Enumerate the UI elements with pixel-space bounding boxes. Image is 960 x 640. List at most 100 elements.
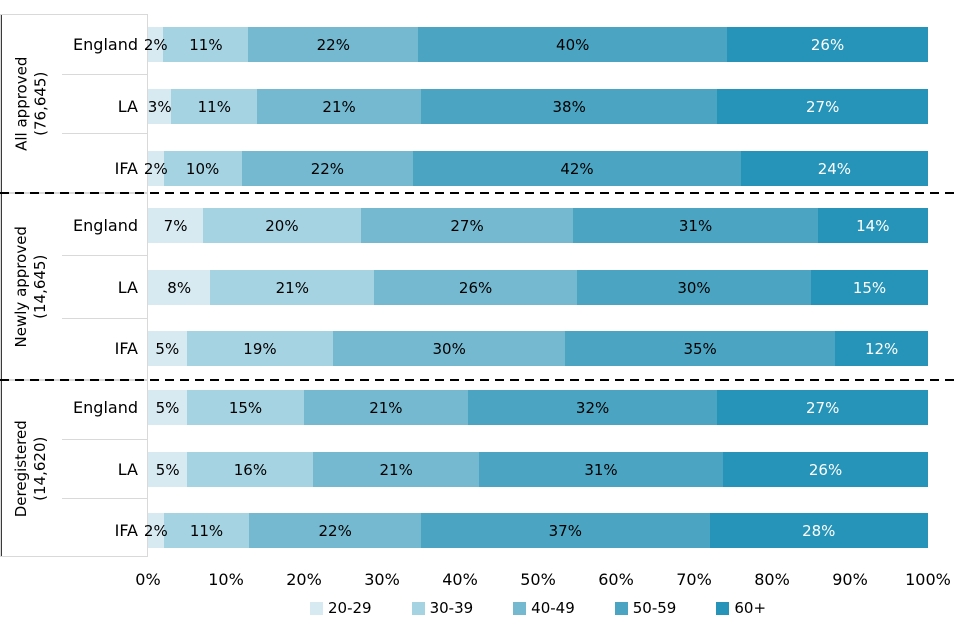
row-label: LA bbox=[117, 459, 138, 479]
legend-swatch-40-49 bbox=[513, 601, 527, 615]
legend-item: 60+ bbox=[716, 599, 766, 617]
bar-segment-50-59: 30% bbox=[576, 270, 811, 305]
bar: 2% 10% 22% 42% 24% bbox=[144, 151, 928, 186]
bar-segment-20-29: 3% bbox=[147, 89, 172, 124]
bar-segment-30-39: 20% bbox=[203, 208, 361, 243]
x-tick-label: 40% bbox=[442, 570, 478, 589]
legend-swatch-20-29 bbox=[309, 601, 323, 615]
bar-value-label: 11% bbox=[197, 97, 231, 116]
group-divider-dashed bbox=[0, 192, 960, 194]
legend-item: 20-29 bbox=[309, 599, 372, 617]
bar: 2% 11% 22% 37% 28% bbox=[144, 513, 928, 548]
bar: 3% 11% 21% 38% 27% bbox=[148, 89, 928, 124]
bar-segment-40-49: 22% bbox=[249, 513, 421, 548]
bar-segment-50-59: 31% bbox=[478, 452, 724, 487]
bar-segment-60+: 26% bbox=[727, 27, 928, 62]
bar-value-label: 15% bbox=[228, 398, 263, 417]
bar-value-label: 14% bbox=[856, 216, 890, 235]
bar-value-label: 5% bbox=[155, 460, 180, 479]
row-label: England bbox=[73, 215, 138, 235]
bar: 5% 19% 30% 35% 12% bbox=[148, 331, 928, 366]
bar-value-label: 26% bbox=[810, 35, 845, 54]
bar-value-label: 21% bbox=[369, 398, 403, 417]
row-label: IFA bbox=[114, 520, 138, 540]
bar-value-label: 7% bbox=[163, 216, 188, 235]
bar-value-label: 32% bbox=[575, 398, 610, 417]
category-cell-separator bbox=[62, 255, 148, 257]
category-cell-separator bbox=[62, 73, 148, 75]
legend-label: 60+ bbox=[734, 599, 767, 617]
bar-value-label: 22% bbox=[316, 35, 350, 54]
bar: 7% 20% 27% 31% 14% bbox=[148, 208, 928, 243]
bar-segment-60+: 12% bbox=[835, 331, 928, 366]
bar-value-label: 3% bbox=[147, 97, 172, 116]
legend-swatch-60+ bbox=[716, 601, 730, 615]
category-cell-separator bbox=[62, 133, 148, 135]
bar-value-label: 19% bbox=[243, 339, 277, 358]
legend-item: 40-49 bbox=[513, 599, 575, 617]
bar-segment-50-59: 32% bbox=[467, 390, 718, 425]
bar-segment-40-49: 22% bbox=[241, 151, 414, 186]
x-tick-label: 0% bbox=[135, 570, 161, 589]
bar-value-label: 27% bbox=[450, 216, 484, 235]
bar-value-label: 28% bbox=[802, 521, 836, 540]
category-cell-separator bbox=[62, 317, 148, 319]
legend-swatch-30-39 bbox=[411, 601, 425, 615]
bar-value-label: 15% bbox=[852, 278, 887, 297]
bar-value-label: 21% bbox=[322, 97, 356, 116]
bar-value-label: 30% bbox=[677, 278, 711, 297]
x-tick-label: 20% bbox=[286, 570, 322, 589]
bar-value-label: 27% bbox=[806, 398, 840, 417]
row-label: England bbox=[73, 34, 138, 54]
bar-value-label: 35% bbox=[683, 339, 717, 358]
bar-segment-60+: 28% bbox=[709, 513, 928, 548]
legend-label: 30-39 bbox=[429, 599, 474, 617]
bar-segment-20-29: 7% bbox=[148, 208, 204, 243]
bar-value-label: 37% bbox=[548, 521, 582, 540]
bar-segment-30-39: 11% bbox=[171, 89, 258, 124]
bar-value-label: 5% bbox=[155, 339, 180, 358]
bar-segment-20-29: 5% bbox=[148, 331, 187, 366]
category-cell-separator bbox=[62, 498, 148, 499]
x-tick-label: 70% bbox=[676, 570, 712, 589]
bar-segment-50-59: 40% bbox=[418, 27, 728, 62]
bar-value-label: 20% bbox=[265, 216, 299, 235]
bar-value-label: 8% bbox=[167, 278, 192, 297]
legend-label: 20-29 bbox=[327, 599, 372, 617]
bar: 8% 21% 26% 30% 15% bbox=[148, 270, 928, 305]
x-tick-label: 60% bbox=[598, 570, 634, 589]
category-cell-separator bbox=[62, 439, 148, 440]
x-tick-label: 30% bbox=[364, 570, 400, 589]
row-label: England bbox=[73, 397, 138, 417]
bar-segment-60+: 15% bbox=[810, 270, 928, 305]
legend-label: 40-49 bbox=[531, 599, 575, 617]
bar-segment-40-49: 30% bbox=[333, 331, 565, 366]
bar-segment-30-39: 16% bbox=[187, 452, 314, 487]
bar-value-label: 11% bbox=[189, 521, 224, 540]
bar-value-label: 31% bbox=[678, 216, 713, 235]
bar-segment-30-39: 11% bbox=[163, 27, 249, 62]
bar-segment-20-29: 5% bbox=[148, 390, 187, 425]
bar: 5% 15% 21% 32% 27% bbox=[148, 390, 928, 425]
x-tick-label: 50% bbox=[520, 570, 556, 589]
bar-value-label: 12% bbox=[864, 339, 899, 358]
bar-segment-50-59: 38% bbox=[420, 89, 718, 124]
bar-segment-60+: 24% bbox=[740, 151, 928, 186]
bar-value-label: 27% bbox=[806, 97, 840, 116]
legend-item: 50-59 bbox=[614, 599, 677, 617]
legend-swatch-50-59 bbox=[614, 601, 628, 615]
bar-segment-30-39: 10% bbox=[163, 151, 242, 186]
bar-segment-30-39: 21% bbox=[210, 270, 375, 305]
x-tick-label: 10% bbox=[208, 570, 244, 589]
bar-value-label: 21% bbox=[275, 278, 309, 297]
bar-value-label: 31% bbox=[584, 460, 618, 479]
x-tick-label: 90% bbox=[832, 570, 868, 589]
row-label: IFA bbox=[114, 158, 138, 178]
bar-value-label: 11% bbox=[189, 35, 223, 54]
bar-value-label: 10% bbox=[185, 159, 220, 178]
legend-label: 50-59 bbox=[632, 599, 677, 617]
bar-segment-20-29: 2% bbox=[144, 27, 168, 62]
group-divider-dashed bbox=[0, 379, 960, 381]
bar-value-label: 5% bbox=[155, 398, 180, 417]
bar-segment-40-49: 22% bbox=[248, 27, 419, 62]
